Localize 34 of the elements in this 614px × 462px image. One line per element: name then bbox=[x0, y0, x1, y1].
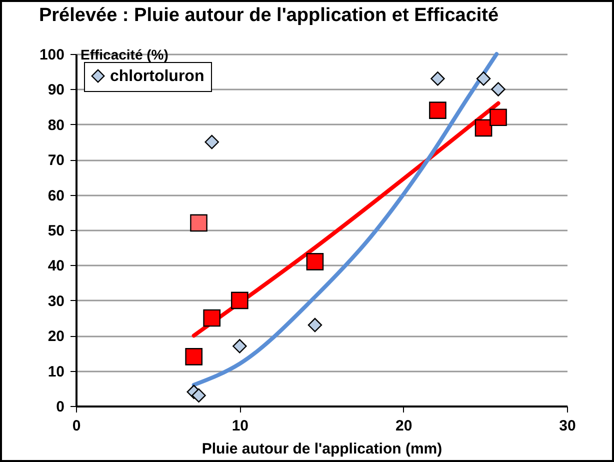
chart-title: Prélevée : Pluie autour de l'application et Efficacité bbox=[38, 5, 499, 26]
y-tick-label: 70 bbox=[48, 152, 64, 170]
point bbox=[231, 292, 248, 310]
point bbox=[232, 339, 247, 354]
point bbox=[308, 318, 322, 332]
y-tick-label: 0 bbox=[56, 398, 64, 416]
point bbox=[491, 82, 506, 96]
y-tick-label: 80 bbox=[48, 116, 64, 134]
x-tick-label: 30 bbox=[559, 418, 576, 434]
x-tick-label: 10 bbox=[232, 418, 249, 434]
x-tick-label: 0 bbox=[72, 418, 81, 434]
legend-label: chlortoluron bbox=[110, 68, 204, 85]
point bbox=[192, 388, 206, 403]
point bbox=[204, 134, 219, 150]
point bbox=[306, 253, 324, 270]
y-tick-label: 10 bbox=[48, 363, 64, 380]
y-tick-label: 100 bbox=[39, 46, 64, 64]
y-tick-label: 90 bbox=[48, 82, 64, 99]
y-tick-label: 20 bbox=[48, 328, 64, 346]
point bbox=[429, 102, 446, 119]
point bbox=[430, 72, 445, 86]
point bbox=[474, 119, 492, 137]
y-tick-label: 30 bbox=[48, 292, 64, 310]
point bbox=[203, 309, 221, 327]
point bbox=[476, 72, 491, 86]
y-axis-title: Efficacité (%) bbox=[80, 46, 168, 62]
y-tick-label: 40 bbox=[48, 258, 64, 275]
point bbox=[190, 214, 208, 232]
point bbox=[185, 348, 203, 366]
point bbox=[490, 108, 507, 126]
y-tick-label: 60 bbox=[48, 187, 64, 204]
x-tick-label: 20 bbox=[395, 418, 412, 434]
y-tick-label: 50 bbox=[48, 222, 64, 240]
x-axis-title: Pluie autour de l'application (mm) bbox=[202, 440, 442, 458]
